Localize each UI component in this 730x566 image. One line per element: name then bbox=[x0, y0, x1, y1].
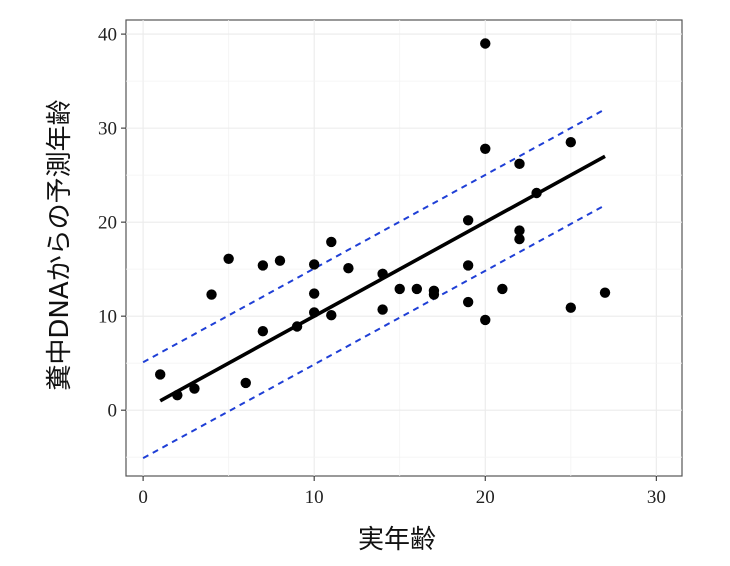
x-tick-label: 30 bbox=[647, 487, 666, 508]
data-point bbox=[291, 321, 303, 332]
data-points bbox=[155, 38, 611, 401]
data-point bbox=[308, 288, 320, 299]
data-point bbox=[497, 283, 508, 295]
data-point bbox=[480, 143, 491, 155]
data-point bbox=[326, 236, 337, 248]
x-axis-title: 実年齢 bbox=[358, 525, 436, 555]
y-tick-label: 0 bbox=[108, 401, 118, 422]
data-point bbox=[308, 259, 320, 270]
data-point bbox=[155, 369, 166, 380]
data-point bbox=[308, 307, 320, 318]
data-point bbox=[599, 287, 611, 298]
y-tick-label: 30 bbox=[98, 119, 117, 140]
data-point bbox=[565, 137, 576, 148]
x-tick-label: 0 bbox=[138, 487, 148, 508]
data-point bbox=[274, 255, 286, 266]
data-point bbox=[257, 260, 269, 271]
data-point bbox=[326, 310, 337, 321]
x-tick-label: 20 bbox=[476, 487, 495, 508]
data-point bbox=[514, 233, 525, 245]
y-axis-ticks: 0 10 20 30 40 bbox=[98, 25, 126, 422]
data-point bbox=[480, 314, 491, 326]
data-point bbox=[189, 383, 200, 394]
data-point bbox=[257, 326, 269, 337]
plot-panel bbox=[125, 19, 683, 477]
data-point bbox=[531, 187, 542, 199]
y-axis-title: 糞中DNAからの予測年齢 bbox=[45, 99, 75, 390]
data-point bbox=[172, 389, 183, 401]
data-point bbox=[462, 296, 474, 308]
data-point bbox=[565, 302, 576, 313]
data-point bbox=[377, 268, 388, 280]
data-point bbox=[223, 253, 234, 265]
data-point bbox=[462, 215, 474, 226]
data-point bbox=[514, 225, 525, 236]
data-point bbox=[343, 263, 354, 274]
x-tick-label: 10 bbox=[305, 487, 324, 508]
data-point bbox=[480, 38, 491, 49]
y-tick-label: 40 bbox=[98, 25, 117, 46]
y-tick-label: 10 bbox=[98, 307, 117, 328]
x-axis-ticks: 0 10 20 30 bbox=[138, 476, 666, 508]
y-tick-label: 20 bbox=[98, 213, 117, 234]
data-point bbox=[462, 260, 474, 271]
data-point bbox=[377, 304, 388, 315]
data-point bbox=[206, 289, 217, 300]
data-point bbox=[428, 289, 440, 300]
data-point bbox=[411, 283, 423, 295]
data-point bbox=[394, 283, 405, 295]
data-point bbox=[240, 377, 251, 389]
data-point bbox=[514, 158, 525, 170]
